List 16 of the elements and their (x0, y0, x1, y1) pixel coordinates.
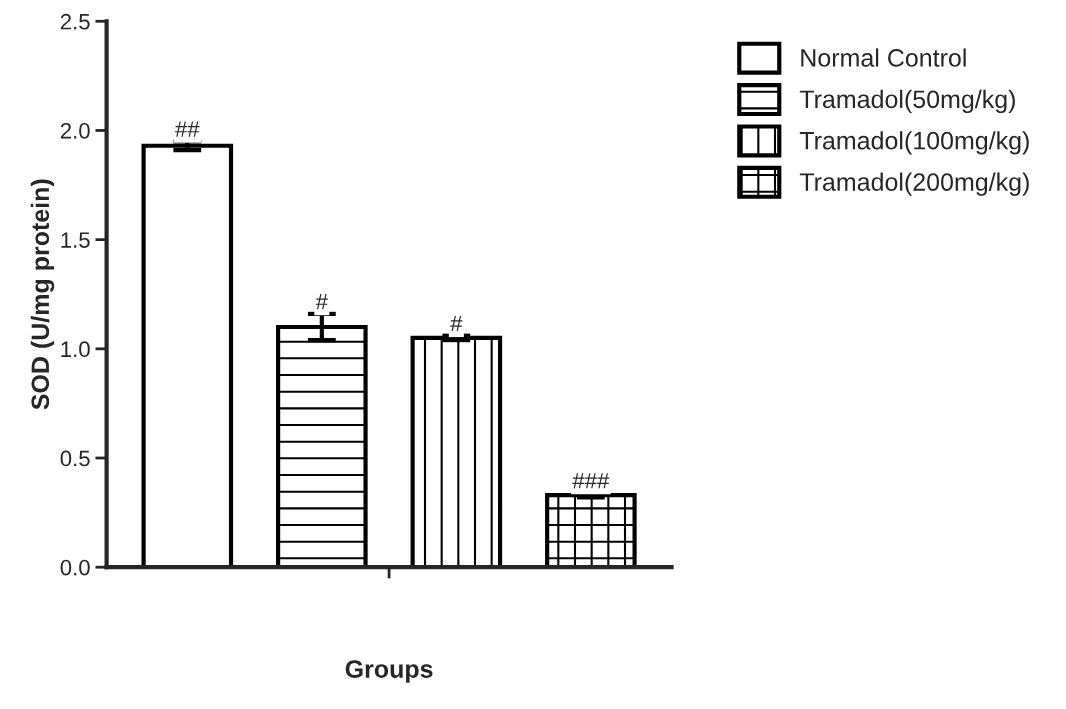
legend-label: Tramadol(200mg/kg) (799, 172, 1029, 196)
annotation: ### (572, 473, 610, 489)
legend-label: Tramadol(50mg/kg) (799, 89, 1015, 114)
y-tick-label: 0.0 (60, 559, 90, 576)
y-tick-label: 2.0 (60, 122, 90, 139)
y-tick-label: 2.5 (60, 13, 90, 30)
y-tick-label: 0.5 (60, 450, 90, 467)
x-axis-title: Groups (345, 660, 433, 683)
annotation: ## (175, 121, 200, 137)
legend-label: Tramadol(100mg/kg) (799, 131, 1029, 155)
y-tick-label: 1.0 (61, 341, 90, 358)
annotation: # (315, 294, 328, 310)
y-axis-title: SOD (U/mg protein) (30, 179, 55, 410)
y-tick-label: 1.5 (61, 232, 90, 248)
annotation: # (450, 315, 463, 332)
legend-label: Normal Control (801, 48, 966, 67)
